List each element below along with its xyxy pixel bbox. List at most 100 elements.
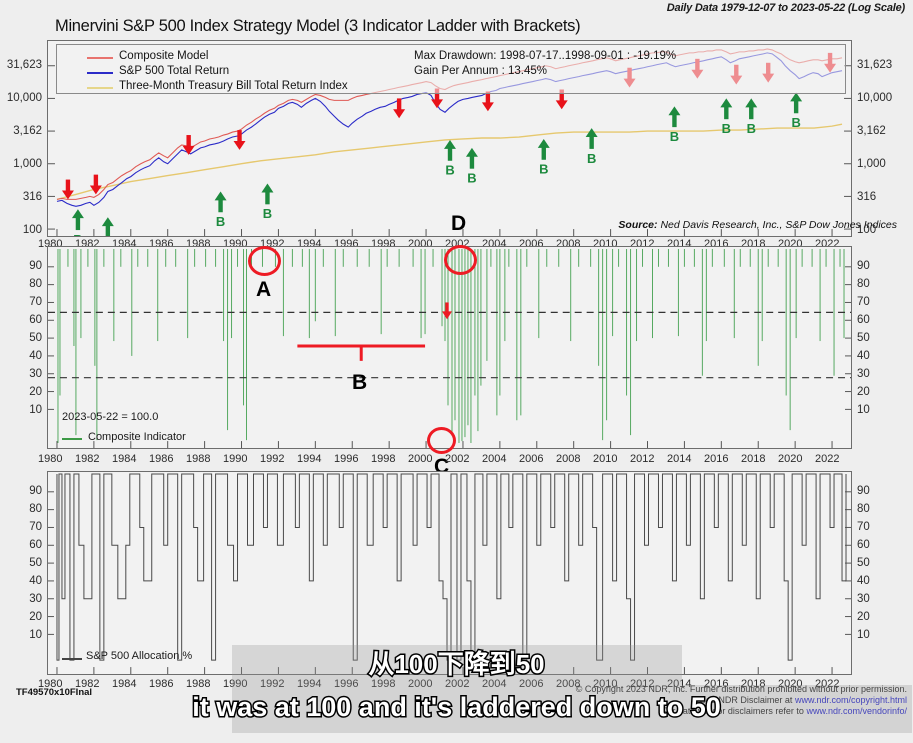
source-prefix: Source:	[618, 219, 658, 231]
ytick-top-3162-right: 3,162	[857, 125, 886, 137]
composite-indicator-panel	[47, 246, 852, 449]
copyright-line-2-text: See NDR Disclaimer at	[699, 695, 793, 705]
xtick-bot-1984: 1984	[112, 678, 137, 690]
svg-text:B: B	[467, 171, 476, 186]
legend-label-composite-model: Composite Model	[119, 50, 209, 62]
annotation-letter-a: A	[256, 278, 272, 301]
ytick-bot-10-left: 10	[29, 629, 42, 641]
copyright-line-2: See NDR Disclaimer at www.ndr.com/copyri…	[700, 695, 907, 705]
legend-label-composite-indicator: Composite Indicator	[88, 431, 186, 443]
xtick-bot-2002: 2002	[445, 678, 470, 690]
ytick-bot-80-left: 80	[29, 503, 42, 515]
ytick-top-1000-left: 1,000	[13, 158, 42, 170]
svg-text:B: B	[747, 121, 756, 136]
annotation-circle-a	[248, 246, 281, 276]
ytick-mid-10-right: 10	[857, 404, 870, 416]
annotation-letter-d: D	[451, 212, 467, 235]
copyright-link[interactable]: www.ndr.com/copyright.html	[794, 695, 907, 705]
legend-swatch-allocation	[62, 658, 82, 660]
xtick-mid-2004: 2004	[482, 453, 507, 465]
svg-text:B: B	[539, 162, 548, 177]
xtick-mid-2018: 2018	[741, 453, 766, 465]
ytick-mid-10-left: 10	[29, 404, 42, 416]
overlay-band-upper	[232, 645, 682, 685]
copyright-line-1: © Copyright 2023 NDR, Inc. Further distr…	[575, 684, 907, 694]
ytick-mid-30-left: 30	[29, 368, 42, 380]
ytick-mid-90-right: 90	[857, 260, 870, 272]
xtick-bot-1994: 1994	[297, 678, 322, 690]
ytick-top-10000-right: 10,000	[857, 92, 893, 104]
xtick-bot-2014: 2014	[667, 678, 692, 690]
max-drawdown-stat: Max Drawdown: 1998-07-17..1998-09-01 : -…	[414, 50, 677, 62]
ytick-bot-60-right: 60	[857, 539, 870, 551]
xtick-mid-2012: 2012	[630, 453, 655, 465]
ytick-top-100-left: 100	[22, 224, 42, 236]
xtick-bot-1980: 1980	[38, 678, 63, 690]
xtick-mid-1994: 1994	[297, 453, 322, 465]
ytick-mid-60-left: 60	[29, 314, 42, 326]
ytick-bot-40-right: 40	[857, 575, 870, 587]
legend-swatch-treasury-bill	[87, 87, 113, 89]
performance-legend: Composite Model S&P 500 Total Return Thr…	[56, 44, 846, 94]
xtick-mid-1986: 1986	[149, 453, 174, 465]
svg-text:B: B	[216, 214, 225, 229]
svg-text:B: B	[587, 151, 596, 166]
xtick-bot-1992: 1992	[260, 678, 285, 690]
vendorinfo-link[interactable]: www.ndr.com/vendorinfo/	[806, 706, 907, 716]
ytick-mid-40-right: 40	[857, 350, 870, 362]
ytick-top-316-left: 316	[22, 191, 42, 203]
svg-text:B: B	[722, 121, 731, 136]
ytick-bot-80-right: 80	[857, 503, 870, 515]
ytick-top-3162-left: 3,162	[13, 125, 42, 137]
ytick-bot-40-left: 40	[29, 575, 42, 587]
legend-swatch-sp500-total-return	[87, 72, 113, 74]
xtick-mid-2020: 2020	[778, 453, 803, 465]
svg-text:B: B	[263, 206, 272, 221]
ytick-bot-60-left: 60	[29, 539, 42, 551]
ytick-mid-70-right: 70	[857, 296, 870, 308]
ytick-mid-50-left: 50	[29, 332, 42, 344]
chart-id-label: TF49570x10FInal	[16, 687, 93, 698]
ytick-mid-80-right: 80	[857, 278, 870, 290]
allocation-plot	[48, 472, 851, 674]
ytick-bot-10-right: 10	[857, 629, 870, 641]
ytick-bot-90-right: 90	[857, 485, 870, 497]
mid-panel-note: 2023-05-22 = 100.0	[62, 411, 159, 423]
ytick-top-31623-left: 31,623	[6, 59, 42, 71]
ytick-mid-60-right: 60	[857, 314, 870, 326]
ytick-bot-90-left: 90	[29, 485, 42, 497]
xtick-mid-2006: 2006	[519, 453, 544, 465]
xtick-bot-2018: 2018	[741, 678, 766, 690]
source-line: Source: Ned Davis Research, Inc., S&P Do…	[618, 219, 897, 231]
svg-text:B: B	[445, 163, 454, 178]
xtick-bot-2004: 2004	[482, 678, 507, 690]
xtick-mid-2022: 2022	[815, 453, 840, 465]
xtick-mid-1984: 1984	[112, 453, 137, 465]
legend-label-allocation: S&P 500 Allocation %	[86, 650, 193, 662]
legend-label-treasury-bill: Three-Month Treasury Bill Total Return I…	[119, 80, 348, 92]
svg-text:B: B	[73, 232, 82, 236]
ytick-bot-70-left: 70	[29, 521, 42, 533]
subtitle-chinese: 从100下降到50	[367, 648, 546, 681]
page-title: Minervini S&P 500 Index Strategy Model (…	[55, 17, 581, 35]
copyright-line-3-text: For data vendor disclaimers refer to	[661, 706, 804, 716]
xtick-bot-2020: 2020	[778, 678, 803, 690]
gain-per-annum-stat: Gain Per Annum : 13.45%	[414, 65, 547, 77]
xtick-bot-2012: 2012	[630, 678, 655, 690]
svg-text:B: B	[670, 129, 679, 144]
xtick-mid-2010: 2010	[593, 453, 618, 465]
ytick-bot-30-left: 30	[29, 593, 42, 605]
ytick-top-10000-left: 10,000	[6, 92, 42, 104]
subtitle-english: it was at 100 and it's laddered down to …	[191, 691, 723, 724]
xtick-bot-1988: 1988	[186, 678, 211, 690]
xtick-bot-1986: 1986	[149, 678, 174, 690]
xtick-mid-2014: 2014	[667, 453, 692, 465]
ytick-top-1000-right: 1,000	[857, 158, 886, 170]
annotation-letter-b: B	[352, 371, 368, 394]
ytick-bot-50-left: 50	[29, 557, 42, 569]
xtick-mid-1992: 1992	[260, 453, 285, 465]
ytick-mid-40-left: 40	[29, 350, 42, 362]
ytick-mid-90-left: 90	[29, 260, 42, 272]
xtick-bot-2016: 2016	[704, 678, 729, 690]
xtick-mid-2000: 2000	[408, 453, 433, 465]
